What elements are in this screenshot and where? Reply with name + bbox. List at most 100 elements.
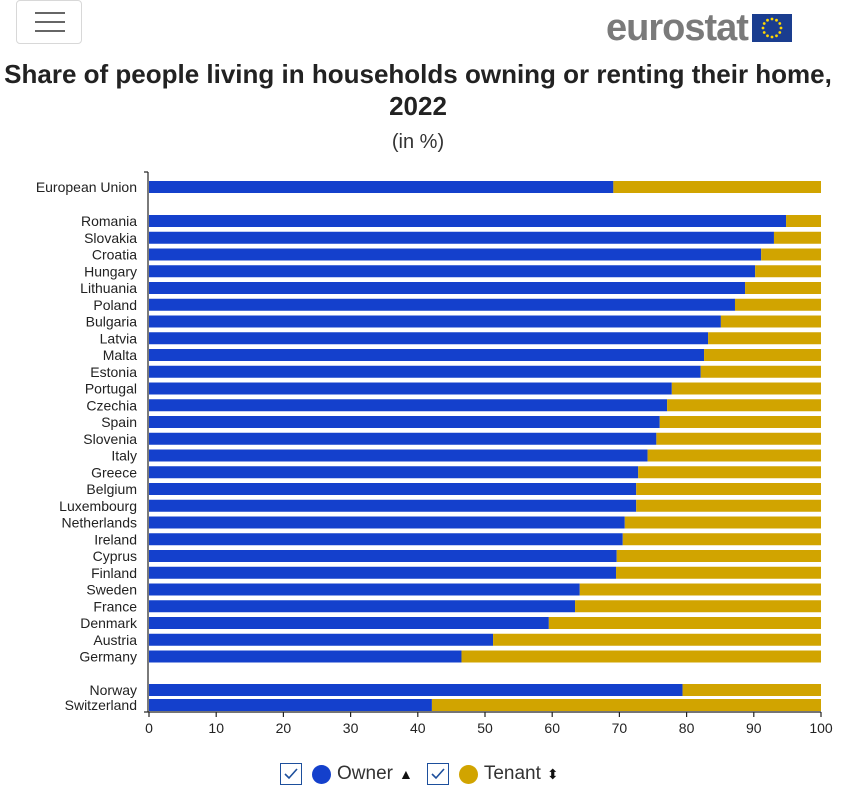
x-tick-label: 90 [746,720,762,736]
category-label-romania: Romania [81,213,137,229]
bar-tenant-poland[interactable] [734,298,821,311]
bar-owner-european-union[interactable] [149,181,614,193]
category-label-france: France [93,598,137,614]
x-tick-label: 100 [809,720,833,736]
bar-tenant-european-union[interactable] [613,181,821,193]
bar-owner-luxembourg[interactable] [149,499,637,512]
sort-ascending-icon[interactable]: ▲ [398,766,413,782]
category-label-austria: Austria [93,632,137,648]
bar-tenant-lithuania[interactable] [745,282,821,294]
logo-text: eurostat [606,6,749,49]
legend-item-tenant[interactable]: Tenant ⬍ [426,763,559,785]
bar-owner-croatia[interactable] [149,248,762,261]
x-tick-label: 60 [544,720,560,736]
category-label-croatia: Croatia [92,247,137,263]
bar-tenant-belgium[interactable] [636,483,821,495]
bar-tenant-austria[interactable] [493,633,821,646]
bar-owner-slovenia[interactable] [149,432,657,445]
bar-owner-portugal[interactable] [149,382,672,395]
bar-tenant-norway[interactable] [682,684,821,696]
category-label-sweden: Sweden [86,582,137,598]
category-label-portugal: Portugal [85,381,137,397]
bar-owner-romania[interactable] [149,215,787,227]
bar-tenant-greece[interactable] [638,466,821,479]
bar-owner-cyprus[interactable] [149,550,617,562]
x-tick-label: 40 [410,720,426,736]
menu-button[interactable] [16,0,82,44]
bar-owner-austria[interactable] [149,633,494,646]
bar-tenant-slovakia[interactable] [773,231,821,244]
legend-label-tenant: Tenant [483,763,541,784]
legend-checkbox-owner[interactable] [280,763,302,785]
chart-title: Share of people living in households own… [4,59,832,121]
bar-tenant-portugal[interactable] [671,382,821,395]
x-tick-label: 80 [679,720,695,736]
bar-owner-estonia[interactable] [149,365,701,378]
bar-owner-latvia[interactable] [149,332,709,345]
bar-owner-bulgaria[interactable] [149,315,721,328]
bar-owner-spain[interactable] [149,416,660,428]
bar-owner-poland[interactable] [149,298,735,311]
category-label-denmark: Denmark [80,615,138,631]
category-label-poland: Poland [93,297,137,313]
bar-tenant-cyprus[interactable] [616,550,821,562]
bar-owner-ireland[interactable] [149,533,623,546]
category-label-slovakia: Slovakia [84,230,137,246]
bar-tenant-croatia[interactable] [761,248,821,261]
sort-icon[interactable]: ⬍ [546,765,559,782]
bar-owner-netherlands[interactable] [149,516,625,529]
eurostat-logo[interactable]: eurostat [606,6,792,49]
bar-owner-italy[interactable] [149,449,648,462]
bar-owner-czechia[interactable] [149,399,668,412]
bar-tenant-france[interactable] [575,600,821,613]
bar-tenant-romania[interactable] [786,215,821,227]
category-label-cyprus: Cyprus [93,548,137,564]
bar-owner-belgium[interactable] [149,483,637,495]
bar-tenant-luxembourg[interactable] [636,499,821,512]
x-tick-label: 70 [612,720,628,736]
category-label-czechia: Czechia [86,397,137,413]
legend-swatch-owner [312,764,331,784]
bar-tenant-ireland[interactable] [622,533,821,546]
eu-flag-icon [751,14,792,42]
bar-tenant-sweden[interactable] [579,583,821,596]
category-label-bulgaria: Bulgaria [86,314,138,330]
legend-item-owner[interactable]: Owner ▲ [280,763,413,785]
bar-owner-switzerland[interactable] [149,699,432,711]
bar-tenant-czechia[interactable] [667,399,821,412]
bar-tenant-denmark[interactable] [548,617,821,629]
bar-tenant-italy[interactable] [647,449,821,462]
bar-owner-slovakia[interactable] [149,231,774,244]
category-label-lithuania: Lithuania [80,280,137,296]
bar-owner-germany[interactable] [149,650,462,663]
bar-tenant-spain[interactable] [659,416,821,428]
x-tick-label: 0 [145,720,153,736]
category-label-latvia: Latvia [100,330,138,346]
hamburger-menu-icon [35,12,65,14]
bar-tenant-hungary[interactable] [755,265,821,278]
bar-owner-malta[interactable] [149,349,705,361]
bar-tenant-netherlands[interactable] [624,516,821,529]
bar-owner-greece[interactable] [149,466,639,479]
category-label-hungary: Hungary [84,263,137,279]
bar-tenant-bulgaria[interactable] [720,315,821,328]
bar-tenant-slovenia[interactable] [656,432,821,445]
bar-tenant-latvia[interactable] [708,332,821,345]
bar-tenant-switzerland[interactable] [431,699,821,711]
bar-tenant-malta[interactable] [704,349,821,361]
chart-legend: Owner ▲ Tenant ⬍ [280,760,573,788]
bar-owner-france[interactable] [149,600,576,613]
bar-owner-hungary[interactable] [149,265,756,278]
chart-subtitle: (in %) [391,131,445,153]
category-label-european-union: European Union [36,179,137,195]
bar-owner-denmark[interactable] [149,617,549,629]
bar-owner-finland[interactable] [149,566,617,579]
legend-checkbox-tenant[interactable] [426,763,449,785]
category-label-norway: Norway [90,682,137,698]
bar-tenant-germany[interactable] [461,650,821,663]
bar-owner-norway[interactable] [149,684,683,696]
bar-tenant-finland[interactable] [616,566,821,579]
bar-owner-lithuania[interactable] [149,282,746,294]
bar-owner-sweden[interactable] [149,583,580,596]
bar-tenant-estonia[interactable] [700,365,821,378]
